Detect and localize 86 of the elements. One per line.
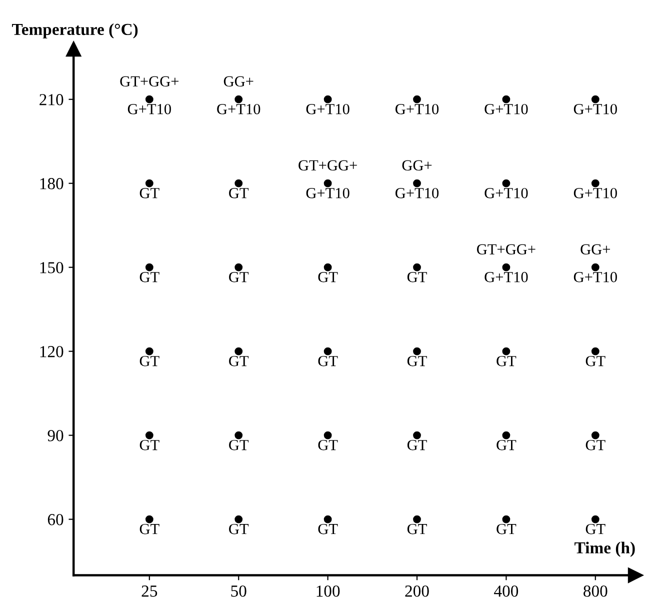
annotation: GT+GG+ G+T10 (298, 160, 357, 198)
annotation: GT+GG+ G+T10 (120, 76, 178, 114)
point (591, 431, 600, 440)
point (502, 263, 510, 272)
point (234, 95, 243, 104)
point (145, 431, 154, 440)
y-tick-label: 60 (48, 514, 64, 526)
annotation: G+T10 (484, 104, 528, 114)
point (234, 263, 243, 272)
point (145, 263, 154, 272)
annotation: GT (140, 272, 160, 282)
annotation: GT (586, 524, 606, 534)
point (234, 179, 243, 188)
x-tick-label: 200 (405, 585, 429, 597)
annotation: GT (496, 524, 516, 534)
annotation: GT (140, 188, 160, 198)
point (324, 347, 332, 356)
point (324, 431, 332, 440)
annotation: G+T10 (306, 104, 350, 114)
point (413, 263, 421, 272)
annotation: GG+ G+T10 (217, 76, 260, 114)
point (145, 95, 154, 104)
annotation: GT (586, 356, 606, 366)
y-tick-label: 180 (40, 178, 64, 190)
point (324, 179, 332, 188)
point (591, 95, 600, 104)
annotation: GT (318, 272, 338, 282)
annotation: GT (229, 524, 249, 534)
point (145, 515, 154, 524)
annotation: GT (586, 440, 606, 450)
annotation: G+T10 (574, 104, 617, 114)
annotation: GT (229, 272, 249, 282)
point (413, 95, 421, 104)
annotation: GT (407, 440, 427, 450)
annotation: GG+ G+T10 (574, 244, 617, 282)
point (413, 515, 421, 524)
y-tick-label: 150 (40, 262, 64, 274)
annotation: GT (140, 356, 160, 366)
point (145, 179, 154, 188)
x-tick-label: 800 (584, 585, 608, 597)
point (502, 515, 510, 524)
annotation: GT (140, 440, 160, 450)
annotation: GT (318, 440, 338, 450)
annotation: GT (407, 272, 427, 282)
annotation: GG+ G+T10 (396, 160, 439, 198)
point (145, 347, 154, 356)
point (591, 515, 600, 524)
y-tick-label: 210 (40, 94, 64, 106)
point (234, 515, 243, 524)
annotation: G+T10 (484, 188, 528, 198)
point (502, 347, 510, 356)
point (413, 431, 421, 440)
point (502, 179, 510, 188)
annotation: GT (318, 524, 338, 534)
annotation: G+T10 (574, 188, 617, 198)
annotation: GT (229, 188, 249, 198)
y-tick-label: 90 (48, 430, 64, 442)
x-tick-label: 25 (142, 586, 158, 597)
annotation: GT (140, 524, 160, 534)
y-tick-label: 120 (40, 346, 64, 358)
y-axis-title: Temperature (°C) (12, 23, 138, 38)
annotation: GT (407, 524, 427, 534)
point (413, 347, 421, 356)
x-tick-label: 50 (231, 585, 246, 597)
x-axis-title: Time (h) (574, 542, 635, 557)
point (234, 347, 243, 356)
point (324, 515, 332, 524)
annotation: GT (318, 356, 338, 366)
point (502, 95, 510, 104)
annotation: GT (496, 440, 516, 450)
point (234, 431, 243, 440)
annotation: GT (229, 356, 249, 366)
point (413, 179, 421, 188)
point (591, 347, 600, 356)
point (591, 179, 600, 188)
x-tick-label: 400 (494, 585, 518, 597)
annotation: GT+GG+ G+T10 (477, 244, 536, 282)
annotation: GT (407, 356, 427, 366)
point (502, 431, 510, 440)
annotation: GT (496, 356, 516, 366)
annotation: G+T10 (396, 104, 439, 114)
x-tick-label: 100 (316, 585, 340, 597)
annotation: GT (229, 440, 249, 450)
point (324, 263, 332, 272)
point (591, 263, 600, 272)
point (324, 95, 332, 104)
